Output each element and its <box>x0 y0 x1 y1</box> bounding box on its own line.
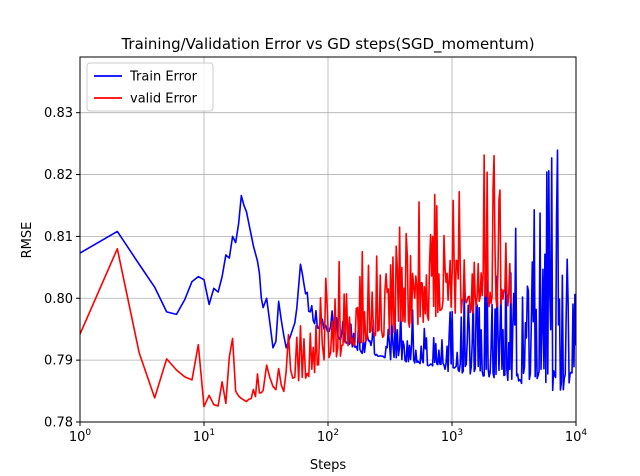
x-tick-label: 104 <box>565 428 588 445</box>
y-tick-label: 0.83 <box>44 106 73 121</box>
series-line-0 <box>80 149 576 392</box>
series-line-1 <box>80 154 512 408</box>
x-tick-label: 101 <box>193 428 215 445</box>
x-tick-label: 100 <box>69 428 92 445</box>
y-tick-label: 0.79 <box>44 354 73 369</box>
legend-label: Train Error <box>129 70 198 85</box>
legend: Train Error valid Error <box>86 62 214 112</box>
x-tick-label: 102 <box>317 428 339 445</box>
y-tick-label: 0.80 <box>44 292 73 307</box>
chart-title: Training/Validation Error vs GD steps(SG… <box>120 35 534 54</box>
y-axis-label: RMSE <box>20 222 35 259</box>
x-axis-label: Steps <box>310 458 347 473</box>
y-tick-label: 0.81 <box>44 230 73 245</box>
legend-box <box>86 62 214 112</box>
legend-label: valid Error <box>130 92 198 107</box>
series-lines <box>80 149 576 408</box>
y-tick-label: 0.78 <box>44 416 73 431</box>
axis-ticks: 100 101 102 103 104 0.78 0.79 0.80 0.81 0.82 0.83 <box>44 106 587 445</box>
y-tick-label: 0.82 <box>44 168 73 183</box>
x-tick-label: 103 <box>441 428 463 445</box>
